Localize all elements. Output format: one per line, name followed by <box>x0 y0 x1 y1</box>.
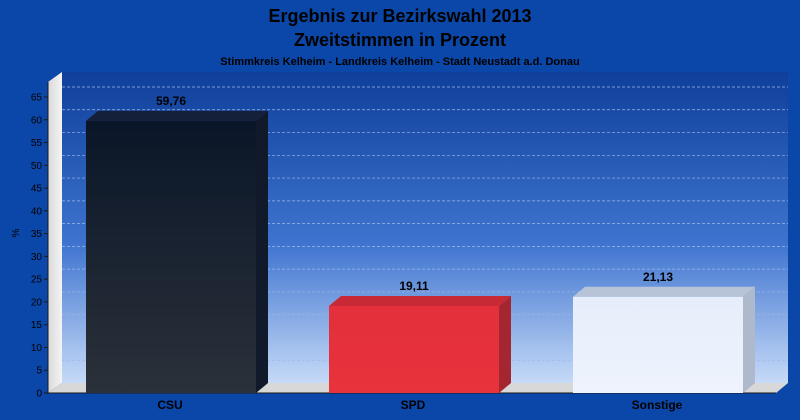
y-tick-label: 65 <box>31 93 43 104</box>
bar-csu <box>86 110 268 393</box>
value-label: 21,13 <box>643 270 673 284</box>
chart-subtitle: Stimmkreis Kelheim - Landkreis Kelheim -… <box>220 56 579 68</box>
value-label: 19,11 <box>399 279 429 293</box>
category-labels: CSU SPD Sonstige <box>157 398 682 412</box>
y-tick-label: 40 <box>31 206 43 217</box>
y-tick-label: 25 <box>31 275 43 286</box>
bar-side <box>743 286 755 393</box>
y-tick-label: 10 <box>31 343 43 354</box>
y-tick-label: 55 <box>31 138 43 149</box>
y-ticks: 0 5 10 15 20 25 30 35 40 45 50 55 60 65 <box>31 93 48 400</box>
bar-spd <box>329 295 511 393</box>
chart-title-line2: Zweitstimmen in Prozent <box>294 30 506 50</box>
y-tick-label: 30 <box>31 252 43 263</box>
x-tick-label: CSU <box>157 398 182 412</box>
left-wall <box>48 72 62 393</box>
x-tick-label: Sonstige <box>632 398 683 412</box>
bar-front <box>573 296 743 393</box>
bar-sonstige <box>573 286 755 393</box>
y-tick-label: 15 <box>31 320 43 331</box>
bar-side <box>499 295 511 393</box>
bar-side <box>256 110 268 393</box>
y-tick-label: 5 <box>36 366 42 377</box>
bars <box>86 110 755 393</box>
y-tick-label: 0 <box>36 389 42 400</box>
value-labels: 59,76 19,11 21,13 <box>156 94 673 293</box>
y-axis-label: % <box>11 228 22 237</box>
y-tick-label: 50 <box>31 161 43 172</box>
y-tick-label: 45 <box>31 184 43 195</box>
x-tick-label: SPD <box>401 398 426 412</box>
y-tick-label: 20 <box>31 297 43 308</box>
y-tick-label: 35 <box>31 229 43 240</box>
bar-front <box>86 120 256 393</box>
value-label: 59,76 <box>156 94 186 108</box>
bar-front <box>329 305 499 393</box>
bar-top <box>573 286 755 297</box>
bar-top <box>86 110 268 121</box>
y-tick-label: 60 <box>31 115 43 126</box>
chart-title: Ergebnis zur Bezirkswahl 2013 <box>268 6 531 26</box>
bar-top <box>329 295 511 306</box>
